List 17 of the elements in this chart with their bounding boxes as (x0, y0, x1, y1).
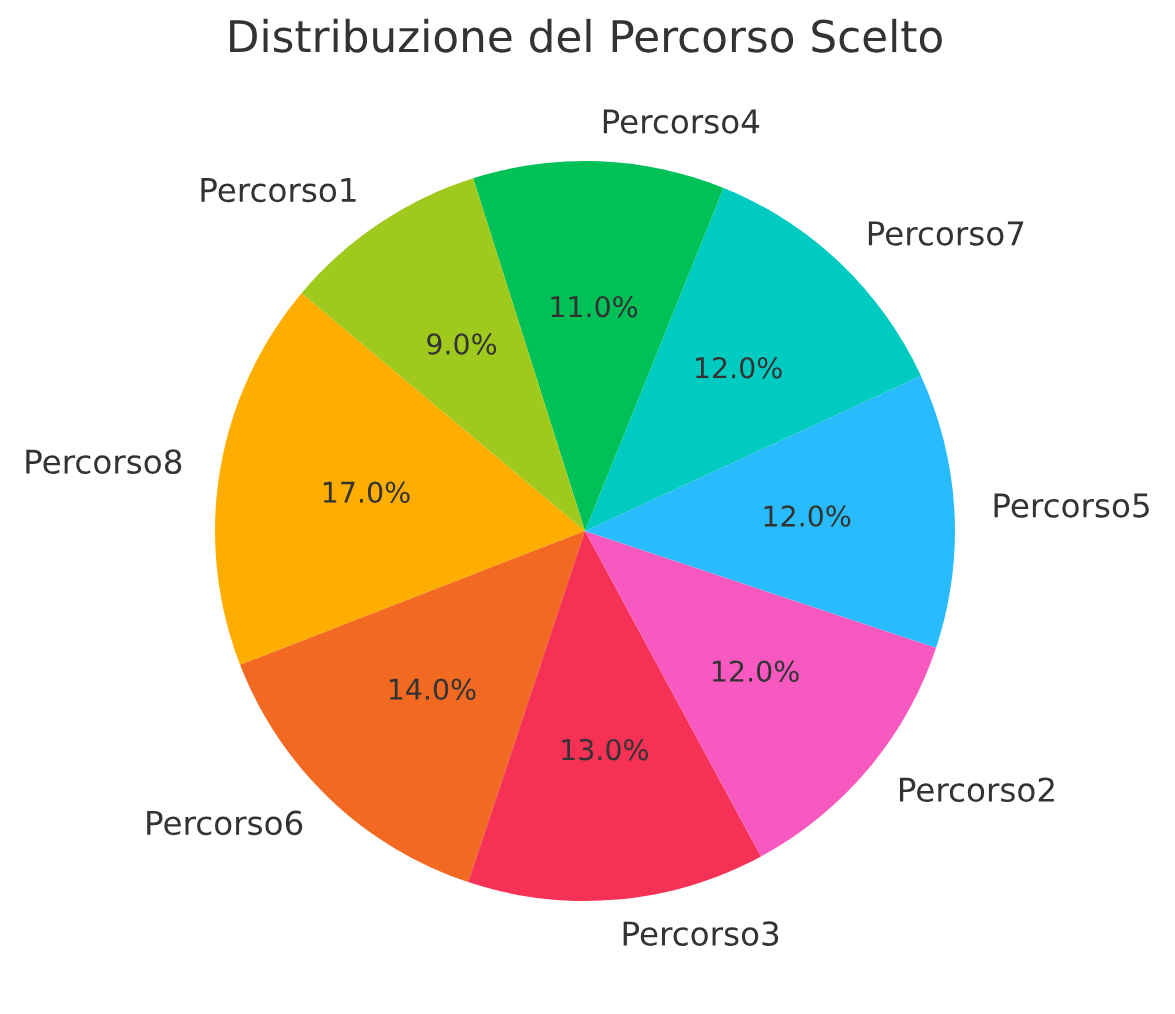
slice-label: Percorso6 (147, 810, 303, 836)
slice-label: Percorso7 (868, 221, 1024, 246)
data-label: 14.0% (389, 678, 476, 701)
data-label: 12.0% (764, 505, 851, 527)
slice-label: Percorso3 (623, 921, 779, 946)
slice-label: Percorso2 (899, 777, 1054, 803)
data-label: 17.0% (323, 481, 410, 503)
slice-label: Percorso5 (994, 493, 1149, 518)
data-label: 9.0% (427, 333, 497, 355)
slice-label: Percorso1 (201, 178, 356, 203)
data-label: 12.0% (712, 660, 799, 682)
data-label: 13.0% (562, 738, 648, 761)
chart-title: Distribuzione del Percorso Scelto (230, 18, 942, 53)
slice-label: Percorso4 (603, 109, 760, 134)
slice-label: Percorso8 (26, 449, 182, 474)
data-label: 12.0% (696, 356, 782, 379)
data-label: 11.0% (551, 295, 638, 318)
